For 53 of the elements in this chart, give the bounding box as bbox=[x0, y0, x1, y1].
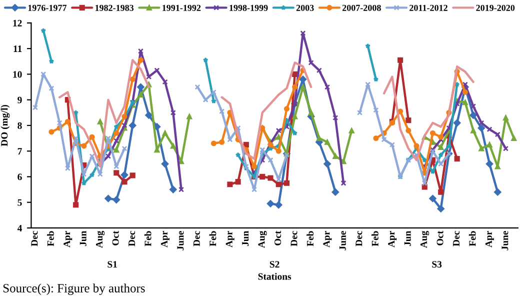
legend-label: 2011-2012 bbox=[410, 4, 448, 11]
x-tick-label: June bbox=[502, 231, 508, 250]
y-tick-label: 11 bbox=[14, 46, 22, 52]
legend-label: 1998-1999 bbox=[230, 4, 268, 11]
legend-label: 2007-2008 bbox=[342, 4, 381, 11]
x-tick-label: Feb bbox=[372, 231, 378, 246]
x-axis-title: Stations bbox=[258, 272, 292, 280]
x-tick-label: Jun bbox=[242, 230, 249, 246]
x-tick-label: Dec bbox=[31, 230, 38, 246]
y-tick-label: 5 bbox=[18, 199, 22, 206]
y-axis-title: DO (mg/l) bbox=[0, 104, 10, 146]
x-tick-label: June bbox=[177, 231, 184, 250]
text: S3 bbox=[432, 261, 442, 268]
x-tick-label: Apr bbox=[64, 230, 72, 248]
x-tick-label: Aug bbox=[96, 230, 105, 248]
x-tick-label: Apr bbox=[226, 230, 234, 248]
x-tick-label: Dec bbox=[453, 230, 460, 246]
y-tick-label: 9 bbox=[18, 96, 22, 104]
x-tick-label: Feb bbox=[47, 231, 54, 246]
x-tick-label: Feb bbox=[306, 231, 314, 246]
y-tick-label: 6 bbox=[18, 174, 22, 180]
x-tick-label: Jun bbox=[80, 230, 86, 246]
legend-label: 2003 bbox=[296, 4, 314, 11]
legend-label: 2019-2020 bbox=[476, 4, 515, 11]
y-tick-label: 10 bbox=[13, 71, 22, 78]
x-tick-label: Aug bbox=[420, 230, 430, 248]
legend-label: 1991-1992 bbox=[162, 4, 201, 11]
text: S2 bbox=[270, 261, 280, 268]
legend-label: 1976-1977 bbox=[28, 4, 67, 11]
source-note: Source(s): Figure by authors bbox=[3, 284, 145, 296]
x-tick-label: Apr bbox=[388, 230, 397, 248]
x-tick-label: Jun bbox=[404, 230, 411, 246]
legend-label: 1982-1983 bbox=[95, 4, 134, 11]
x-tick-label: Apr bbox=[160, 230, 170, 248]
x-tick-label: June bbox=[339, 231, 346, 250]
x-tick-label: Feb bbox=[468, 231, 476, 246]
y-tick-label: 4 bbox=[17, 224, 22, 232]
x-tick-label: Aug bbox=[258, 230, 267, 248]
text: S1 bbox=[108, 261, 117, 268]
x-tick-label: Dec bbox=[356, 230, 362, 246]
x-tick-label: Dec bbox=[193, 230, 200, 246]
y-tick-label: 12 bbox=[13, 20, 22, 26]
x-tick-label: Dec bbox=[290, 230, 298, 246]
y-tick-label: 7 bbox=[18, 148, 22, 154]
x-tick-label: Oct bbox=[112, 230, 119, 246]
x-tick-label: Apr bbox=[323, 230, 332, 248]
x-tick-label: Feb bbox=[209, 231, 216, 246]
x-tick-label: Apr bbox=[485, 230, 494, 248]
y-tick-label: 8 bbox=[18, 122, 22, 129]
x-tick-label: Dec bbox=[128, 230, 136, 246]
x-tick-label: Oct bbox=[436, 230, 444, 246]
x-tick-label: Feb bbox=[144, 231, 152, 246]
x-tick-label: Oct bbox=[274, 230, 282, 246]
